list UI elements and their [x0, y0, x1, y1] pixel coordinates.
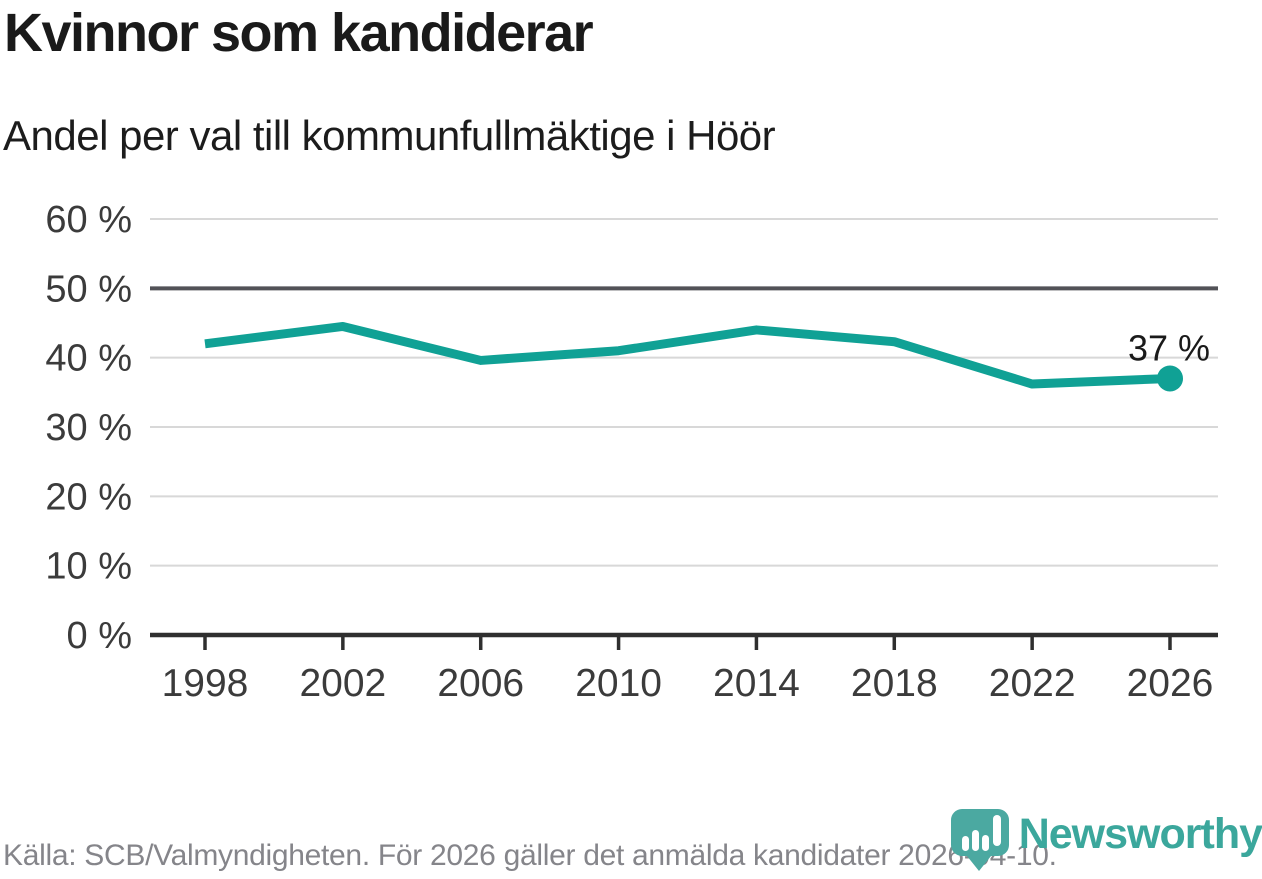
y-tick-label: 30 %	[45, 407, 132, 449]
y-tick-label: 60 %	[45, 199, 132, 241]
x-tick-label: 2022	[989, 662, 1076, 705]
logo-bar-icon	[992, 815, 1001, 846]
logo-bar-icon	[961, 836, 969, 851]
newsworthy-pin-icon	[950, 809, 1009, 871]
x-tick-label: 2014	[713, 662, 800, 705]
brand-logo: Newsworthy	[950, 808, 1262, 871]
x-tick-label: 2006	[437, 662, 524, 705]
page-title: Kvinnor som kandiderar	[4, 3, 594, 63]
y-tick-label: 20 %	[45, 476, 132, 518]
logo-bar-icon	[981, 835, 989, 851]
x-tick-label: 2018	[851, 662, 938, 705]
y-tick-label: 10 %	[45, 546, 132, 588]
trend-line	[204, 321, 1171, 389]
page-subtitle: Andel per val till kommunfullmäktige i H…	[3, 112, 776, 159]
y-tick-label: 40 %	[45, 338, 132, 380]
logo-bar-icon	[971, 830, 979, 851]
source-note: Källa: SCB/Valmyndigheten. För 2026 gäll…	[3, 839, 1057, 872]
x-tick-label: 1998	[162, 662, 249, 705]
end-point-marker	[1157, 365, 1183, 392]
x-tick-label: 2002	[299, 662, 386, 705]
y-tick-label: 0 %	[67, 615, 132, 657]
line-chart: 0 % 10 % 20 % 30 % 40 % 50 % 60 % 1998 2002 2006 2…	[45, 199, 1218, 705]
brand-name: Newsworthy	[1018, 810, 1262, 858]
x-tick-label: 2026	[1127, 662, 1214, 705]
y-tick-label: 50 %	[45, 268, 132, 310]
end-value-label: 37 %	[1128, 327, 1210, 368]
x-tick-label: 2010	[575, 662, 662, 705]
